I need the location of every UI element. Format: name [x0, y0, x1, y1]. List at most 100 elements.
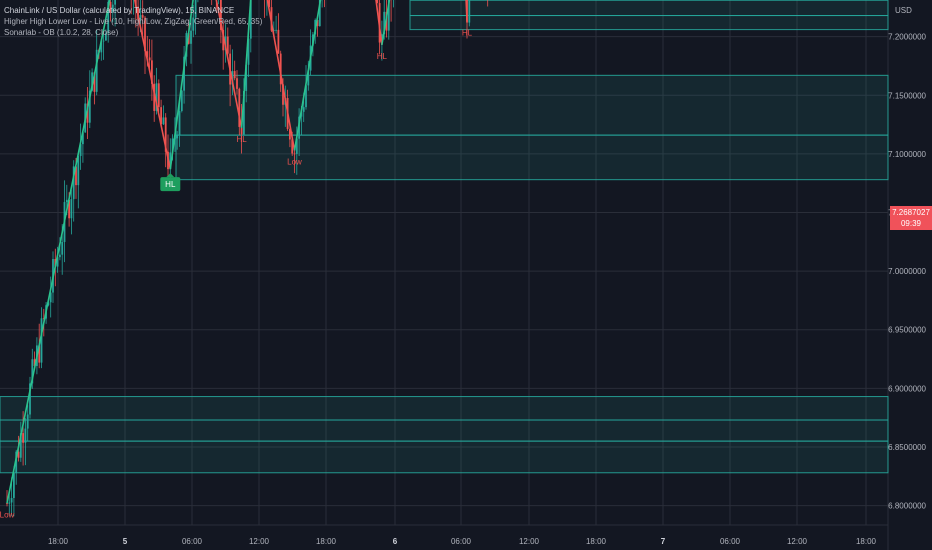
zigzag-segment — [215, 0, 243, 129]
y-tick-label: 7.2000000 — [888, 33, 926, 42]
candle-body — [13, 473, 15, 498]
x-tick-label: 18:00 — [856, 537, 877, 546]
swing-label-text: HL — [377, 52, 388, 61]
candle-body — [277, 29, 280, 54]
candle-body — [6, 503, 8, 505]
zigzag-segment — [169, 0, 194, 170]
candle-body — [302, 107, 305, 112]
x-tick-label: 18:00 — [48, 537, 69, 546]
x-tick-label: 18:00 — [586, 537, 607, 546]
candle-body — [22, 433, 24, 443]
candle-body — [10, 497, 13, 503]
swing-label-text: HL — [165, 180, 176, 189]
candle-body — [153, 83, 156, 111]
candle-body — [238, 88, 241, 127]
candle-body — [38, 345, 41, 363]
time-axis[interactable]: 18:00 5 06:00 12:00 18:00 6 06:00 12:00 18:00 7 06… — [48, 537, 877, 546]
candle-body — [91, 72, 93, 91]
last-price-tag: 7.2687027 09:39 — [890, 206, 932, 230]
candle-body — [151, 60, 153, 84]
currency-label: USD — [895, 6, 912, 15]
candle-body — [19, 433, 22, 458]
zigzag-segment — [293, 0, 322, 151]
candle-body — [468, 0, 471, 23]
candle-body — [86, 103, 89, 123]
x-tick-label: 12:00 — [249, 537, 270, 546]
y-tick-label: 7.0000000 — [888, 267, 926, 276]
candle-body — [75, 166, 77, 186]
candle-body — [65, 199, 68, 203]
candle-body — [42, 318, 45, 320]
candle-body — [111, 4, 114, 12]
zigzag-segment — [375, 0, 383, 45]
demand-zone — [0, 419, 889, 442]
candle-body — [157, 83, 160, 108]
swing-label-box — [160, 177, 181, 192]
candle-body — [249, 0, 252, 39]
candle-body — [289, 128, 291, 140]
zigzag-segment — [240, 0, 252, 129]
candle-body — [139, 15, 142, 20]
swing-label-pointer — [166, 173, 175, 178]
candle-body — [56, 257, 59, 267]
swing-labels: LowHighHLHHHLLHLowHighHLHHHL — [0, 28, 473, 519]
candle-body — [243, 90, 245, 135]
candle-body — [307, 70, 310, 86]
candle-body — [192, 17, 195, 31]
candle-body — [100, 41, 103, 53]
candle-body — [275, 29, 277, 31]
candle-body — [33, 359, 36, 366]
candle-body — [79, 144, 82, 157]
zigzag-segment — [6, 0, 111, 504]
y-tick-label: 6.9000000 — [888, 384, 926, 393]
candle-body — [383, 11, 386, 35]
y-tick-label: 6.8000000 — [888, 502, 926, 511]
x-tick-label: 06:00 — [720, 537, 741, 546]
candle-body — [88, 90, 91, 123]
bar-countdown: 09:39 — [900, 219, 922, 228]
candle-body — [164, 117, 167, 152]
candle-body — [187, 33, 190, 44]
candle-body — [318, 0, 321, 27]
candle-body — [282, 84, 284, 105]
x-tick-label: 7 — [661, 537, 666, 546]
x-tick-label: 18:00 — [316, 537, 337, 546]
candle-body — [183, 56, 185, 91]
indicator-sonarlab[interactable]: Sonarlab - OB (1.0.2, 28, Close) — [4, 28, 119, 37]
symbol-title[interactable]: ChainLink / US Dollar (calculated by Tra… — [4, 6, 235, 15]
swing-label-text: HL — [236, 135, 247, 144]
candle-body — [77, 156, 80, 186]
candle-body — [146, 51, 149, 58]
candle-body — [68, 199, 70, 219]
demand-zone — [0, 396, 889, 421]
candle-body — [162, 117, 165, 125]
candle-body — [178, 111, 181, 135]
candle-body — [220, 0, 222, 30]
y-tick-label: 6.8500000 — [888, 443, 926, 452]
swing-label-text: Low — [0, 510, 15, 519]
candle-body — [295, 138, 298, 154]
y-tick-label: 7.1500000 — [888, 91, 926, 100]
candle-body — [272, 30, 275, 31]
candle-body — [171, 138, 174, 153]
x-tick-label: 12:00 — [787, 537, 808, 546]
candle-body — [49, 292, 52, 303]
candle-body — [226, 36, 229, 54]
demand-zone — [175, 74, 889, 136]
candle-body — [180, 90, 183, 112]
swing-label-text: Low — [287, 157, 302, 166]
x-tick-label: 6 — [393, 537, 398, 546]
candle-body — [109, 1, 112, 12]
candle-body — [59, 254, 61, 258]
candle-body — [305, 85, 307, 108]
indicator-hhll[interactable]: Higher High Lower Low - Live (10, High/L… — [4, 17, 263, 26]
candle-body — [233, 71, 236, 79]
candle-body — [240, 126, 243, 135]
x-tick-label: 06:00 — [451, 537, 472, 546]
candle-body — [15, 451, 18, 474]
demand-zone — [0, 440, 889, 474]
candle-body — [169, 152, 172, 170]
candle-body — [26, 414, 29, 429]
